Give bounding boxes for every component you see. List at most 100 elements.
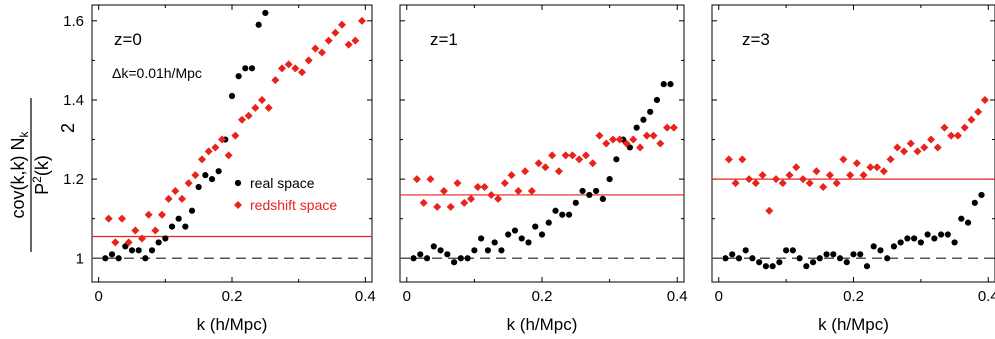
data-point (128, 247, 136, 254)
data-point (450, 259, 458, 266)
x-tick-label: 0.4 (355, 288, 376, 305)
data-point (500, 179, 509, 188)
x-tick-label: 0 (715, 288, 723, 305)
data-point (487, 190, 496, 199)
data-point (324, 36, 333, 45)
data-point (182, 223, 189, 230)
data-point (592, 187, 600, 195)
data-point (104, 214, 113, 223)
data-point (904, 235, 911, 242)
data-point (796, 255, 803, 262)
data-point (879, 167, 888, 176)
data-point (857, 251, 864, 258)
data-point (729, 251, 736, 258)
data-point (311, 44, 320, 53)
data-point (951, 239, 958, 246)
series-real-space (102, 9, 269, 262)
data-point (151, 226, 160, 235)
data-point (158, 210, 166, 219)
data-point (595, 131, 604, 140)
data-point (581, 151, 590, 160)
data-point (525, 239, 532, 246)
series-redshift-space (104, 16, 366, 247)
data-point (792, 163, 801, 172)
data-point (812, 167, 821, 176)
y-tick-label: 1.4 (63, 92, 84, 109)
data-point (304, 56, 313, 65)
data-point (846, 171, 855, 180)
data-point (911, 235, 918, 242)
series-real-space (410, 81, 674, 266)
data-point (291, 64, 300, 73)
data-point (745, 175, 754, 184)
data-point (444, 251, 451, 258)
data-point (255, 21, 262, 28)
data-point (933, 143, 942, 152)
data-point (980, 95, 989, 104)
data-point (228, 92, 236, 100)
data-point (947, 131, 956, 140)
data-point (586, 191, 593, 199)
data-point (819, 183, 828, 192)
data-point (195, 183, 202, 191)
data-point (805, 179, 814, 188)
data-point (735, 255, 743, 262)
data-point (527, 186, 536, 195)
panel-label: z=1 (430, 30, 458, 49)
data-point (783, 247, 790, 254)
data-point (480, 183, 489, 192)
ylabel-divisor: 2 (58, 123, 78, 133)
panel-label: z=3 (742, 30, 770, 49)
data-point (897, 239, 904, 246)
x-tick-label: 0.2 (843, 288, 864, 305)
data-point (532, 223, 539, 230)
data-point (940, 123, 949, 132)
ylabel-numerator: cov(k,k) N (8, 138, 28, 219)
data-point (433, 202, 442, 211)
data-point (507, 171, 516, 180)
data-point (124, 238, 133, 247)
ylabel-denominator-sup: 2 (30, 176, 44, 183)
data-point (518, 235, 525, 242)
data-point (613, 156, 620, 163)
data-point (964, 219, 972, 226)
data-point (926, 135, 935, 144)
data-point (568, 151, 577, 160)
data-point (649, 131, 658, 140)
data-point (262, 9, 269, 17)
data-point (358, 16, 366, 25)
data-point (478, 235, 485, 242)
data-point (102, 255, 109, 262)
data-point (669, 123, 678, 132)
data-point (494, 194, 503, 203)
data-point (545, 219, 552, 226)
y-axis-label: cov(k,k) Nk P2(k) 2 (8, 98, 78, 252)
data-point (776, 259, 783, 266)
data-point (789, 247, 796, 254)
data-point (772, 175, 781, 184)
data-point (171, 186, 180, 195)
y-tick-label: 1.6 (63, 13, 84, 30)
ylabel-denominator-arg: (k) (32, 155, 52, 176)
data-point (148, 247, 156, 254)
data-point (423, 255, 431, 262)
data-point (108, 251, 116, 258)
data-point (931, 235, 938, 242)
data-point (756, 259, 763, 266)
data-point (890, 243, 898, 250)
panel-3: 0 0.2 0.4 z=3 k (h/Mpc) (711, 4, 995, 334)
data-point (778, 179, 787, 188)
data-point (559, 211, 566, 218)
legend-marker (234, 179, 242, 187)
data-point (859, 171, 868, 180)
data-point (561, 151, 570, 160)
data-point (765, 206, 774, 215)
data-point (642, 131, 651, 140)
data-point (960, 123, 969, 132)
data-point (884, 255, 891, 262)
data-point (823, 251, 830, 258)
data-point (579, 187, 586, 195)
x-tick-label: 0.4 (667, 288, 688, 305)
data-point (944, 231, 951, 238)
data-point (131, 226, 140, 235)
